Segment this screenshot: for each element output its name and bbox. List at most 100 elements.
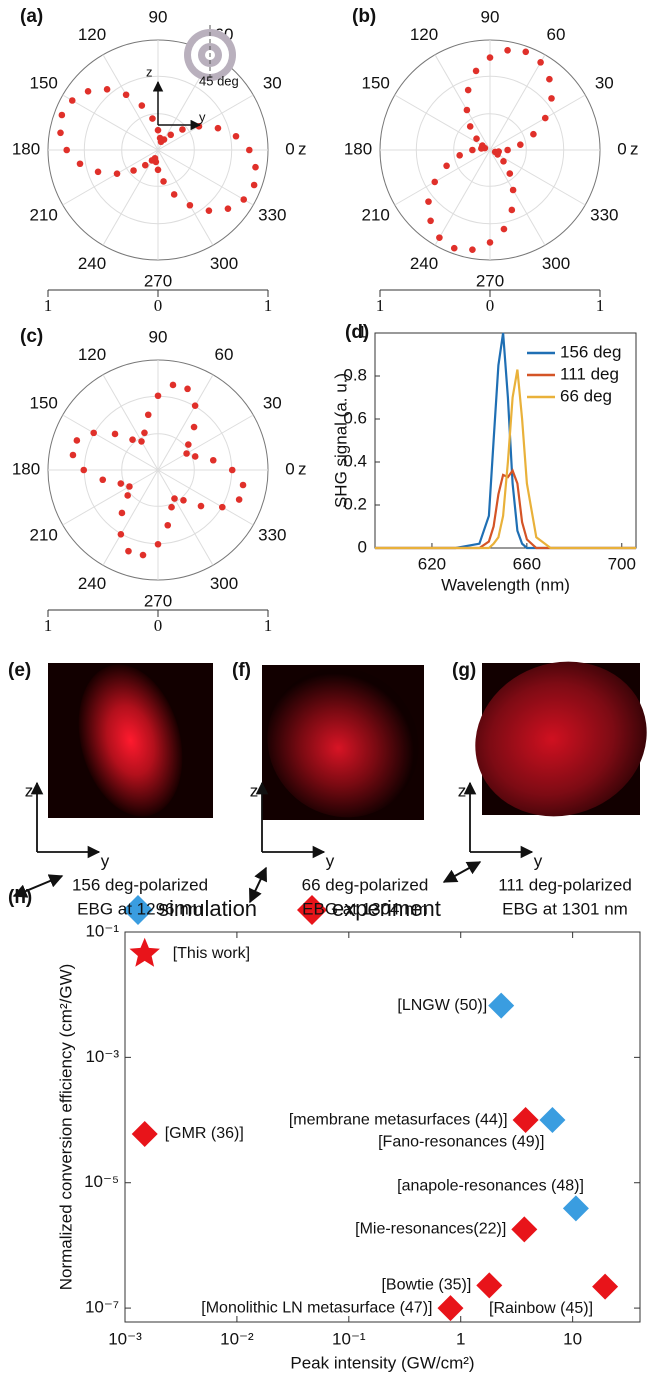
axis-label: z [458,781,467,800]
data-point [562,1195,589,1222]
data-point [517,141,524,148]
data-point [508,206,516,214]
data-point [141,161,149,169]
data-point [191,453,199,460]
data-point [504,47,511,54]
angle-tick-label: 210 [29,525,57,544]
polar-spoke [62,149,159,206]
angle-tick-label: 330 [590,205,618,224]
axis-label: z [298,459,307,478]
radial-tick-label: 1 [376,296,385,315]
data-point [252,163,259,171]
y-tick-label: 0.4 [343,451,367,470]
data-point [149,115,156,122]
inset-axis-label: z [146,64,153,79]
axis-label: z [630,139,639,158]
angle-tick-label: 300 [542,254,570,273]
angle-tick-label: 0 [617,139,626,158]
angle-tick-label: 240 [410,254,438,273]
angle-tick-label: 120 [78,345,106,364]
y-tick-label: 10⁻⁷ [85,1298,119,1317]
point-label: [Rainbow (45)] [489,1300,593,1317]
series-line [375,468,636,550]
data-point [164,521,172,529]
polar-spoke [62,414,159,471]
y-tick-label: 10⁻⁵ [84,1172,119,1191]
data-point [186,201,194,209]
axis-label: y [101,851,110,870]
data-point [154,392,162,400]
polar-spoke [157,149,254,206]
image-spot [475,661,647,817]
data-point [495,148,502,155]
legend-marker [297,895,327,925]
data-point [154,126,162,134]
data-point [427,217,434,225]
polar-spoke [489,94,586,151]
angle-tick-label: 0 [285,139,294,158]
plot-frame [124,931,641,1323]
data-point [152,158,160,166]
panel-label: (a) [20,6,43,27]
angle-tick-label: 120 [78,25,106,44]
data-point [73,437,81,444]
radial-tick-label: 1 [596,296,605,315]
y-tick-label: 10⁻¹ [85,921,119,940]
polar-spoke [102,469,159,566]
data-point [246,146,253,154]
data-point [472,67,480,75]
angle-tick-label: 330 [258,525,286,544]
data-point [124,492,131,499]
angle-tick-label: 120 [410,25,438,44]
data-point [99,476,107,484]
data-point [443,162,450,170]
angle-tick-label: 30 [263,73,282,92]
point-label: [Bowtie (35)] [381,1277,471,1294]
image-spot [78,664,183,817]
data-point [183,450,190,457]
angle-tick-label: 180 [12,459,40,478]
y-tick-label: 1 [358,322,367,341]
point-label: [This work] [173,945,250,962]
axis-label: y [534,851,543,870]
data-point [126,483,133,490]
data-point [486,54,494,61]
data-point [138,438,145,445]
data-point [469,146,476,154]
data-point [118,509,126,517]
data-point [506,170,514,177]
data-point [94,168,102,176]
data-point [144,411,152,419]
data-point [117,480,125,487]
angle-tick-label: 60 [547,25,566,44]
radial-tick-label: 0 [486,296,495,315]
data-point [69,451,77,459]
data-point [228,466,236,474]
radial-tick-label: 1 [264,616,273,635]
polar-spoke [62,469,159,526]
data-point [58,111,66,119]
radial-tick-label: 1 [264,296,273,315]
caption: 156 deg-polarized [72,875,208,894]
data-point [548,95,555,102]
y-tick-label: 0.2 [343,494,367,513]
data-point [232,132,240,140]
image-spot [267,667,419,818]
polar-spoke [157,414,254,471]
panel-label: (g) [452,660,476,681]
point-label: [membrane metasurfaces (44)] [289,1111,508,1128]
axis-label: z [250,781,259,800]
angle-tick-label: 90 [149,7,168,26]
data-point [486,239,494,246]
data-point [209,456,217,464]
data-point [476,1272,503,1299]
data-point [509,186,517,194]
data-point [191,402,199,409]
polarization-arrow [249,866,267,904]
point-label: [Fano-resonances (49)] [378,1133,544,1150]
polar-spoke [62,94,159,151]
data-point [168,503,175,511]
data-point [463,106,471,114]
data-point [504,146,511,154]
